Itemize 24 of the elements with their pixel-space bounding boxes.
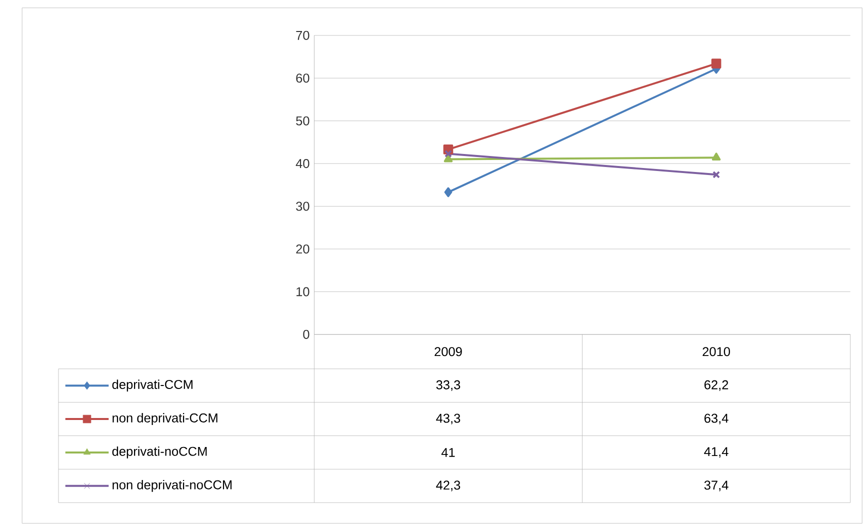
legend-label: deprivati-CCM [112, 380, 192, 392]
y-tick-label: 70 [296, 30, 310, 40]
x-tick-label: 2009 [434, 347, 462, 356]
data-label: 43,3 [436, 414, 460, 424]
legend-label: deprivati-noCCM [112, 446, 207, 458]
y-tick-label: 40 [296, 158, 310, 168]
data-label: 41,4 [704, 447, 728, 458]
data-label: 41 [441, 448, 455, 457]
y-tick-label: 50 [296, 116, 310, 126]
data-label: 42,3 [436, 480, 460, 492]
x-tick-label: 2010 [702, 347, 730, 356]
data-label: 62,2 [704, 380, 728, 391]
data-label: 33,3 [436, 380, 460, 391]
data-label: 63,4 [704, 414, 728, 424]
y-tick-label: 0 [303, 330, 310, 339]
legend-label: non deprivati-noCCM [112, 480, 232, 492]
y-tick-label: 10 [296, 287, 310, 296]
y-tick-label: 20 [296, 244, 310, 254]
data-label: 37,4 [704, 480, 728, 492]
y-tick-label: 30 [296, 202, 310, 211]
point [444, 187, 452, 198]
y-tick-label: 60 [296, 74, 310, 83]
point [711, 58, 722, 68]
legend-label: non deprivati-CCM [112, 412, 218, 425]
